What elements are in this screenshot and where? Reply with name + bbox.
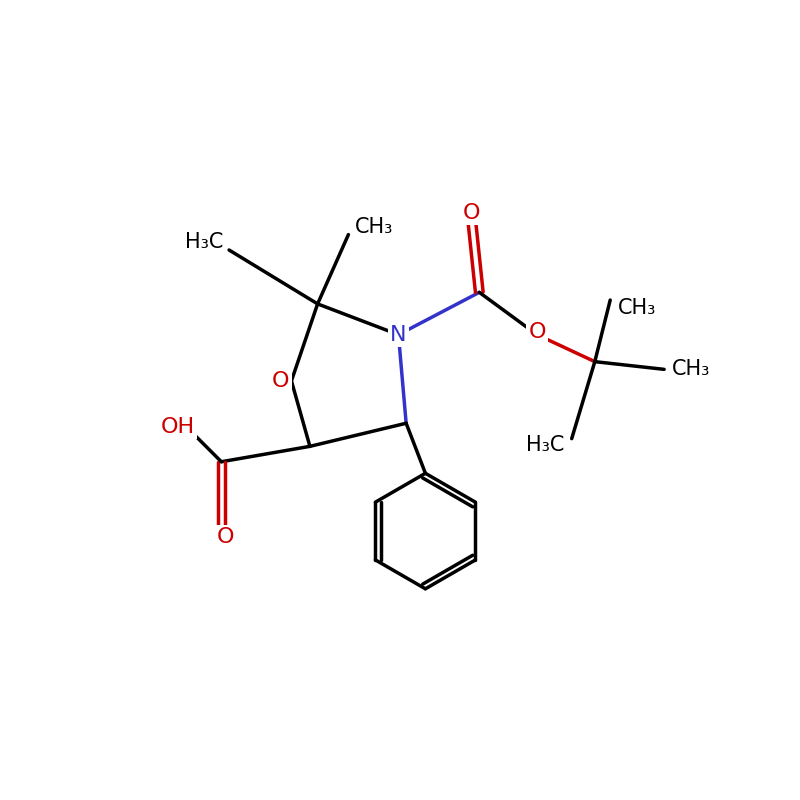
Text: O: O bbox=[272, 371, 290, 391]
Text: O: O bbox=[463, 203, 480, 223]
Text: H₃C: H₃C bbox=[185, 232, 223, 252]
Text: CH₃: CH₃ bbox=[672, 359, 710, 379]
Text: O: O bbox=[528, 322, 546, 342]
Text: CH₃: CH₃ bbox=[618, 298, 656, 318]
Text: CH₃: CH₃ bbox=[354, 217, 393, 237]
Text: OH: OH bbox=[160, 417, 194, 437]
Text: O: O bbox=[217, 527, 234, 547]
Text: N: N bbox=[390, 325, 406, 345]
Text: H₃C: H₃C bbox=[526, 435, 564, 455]
